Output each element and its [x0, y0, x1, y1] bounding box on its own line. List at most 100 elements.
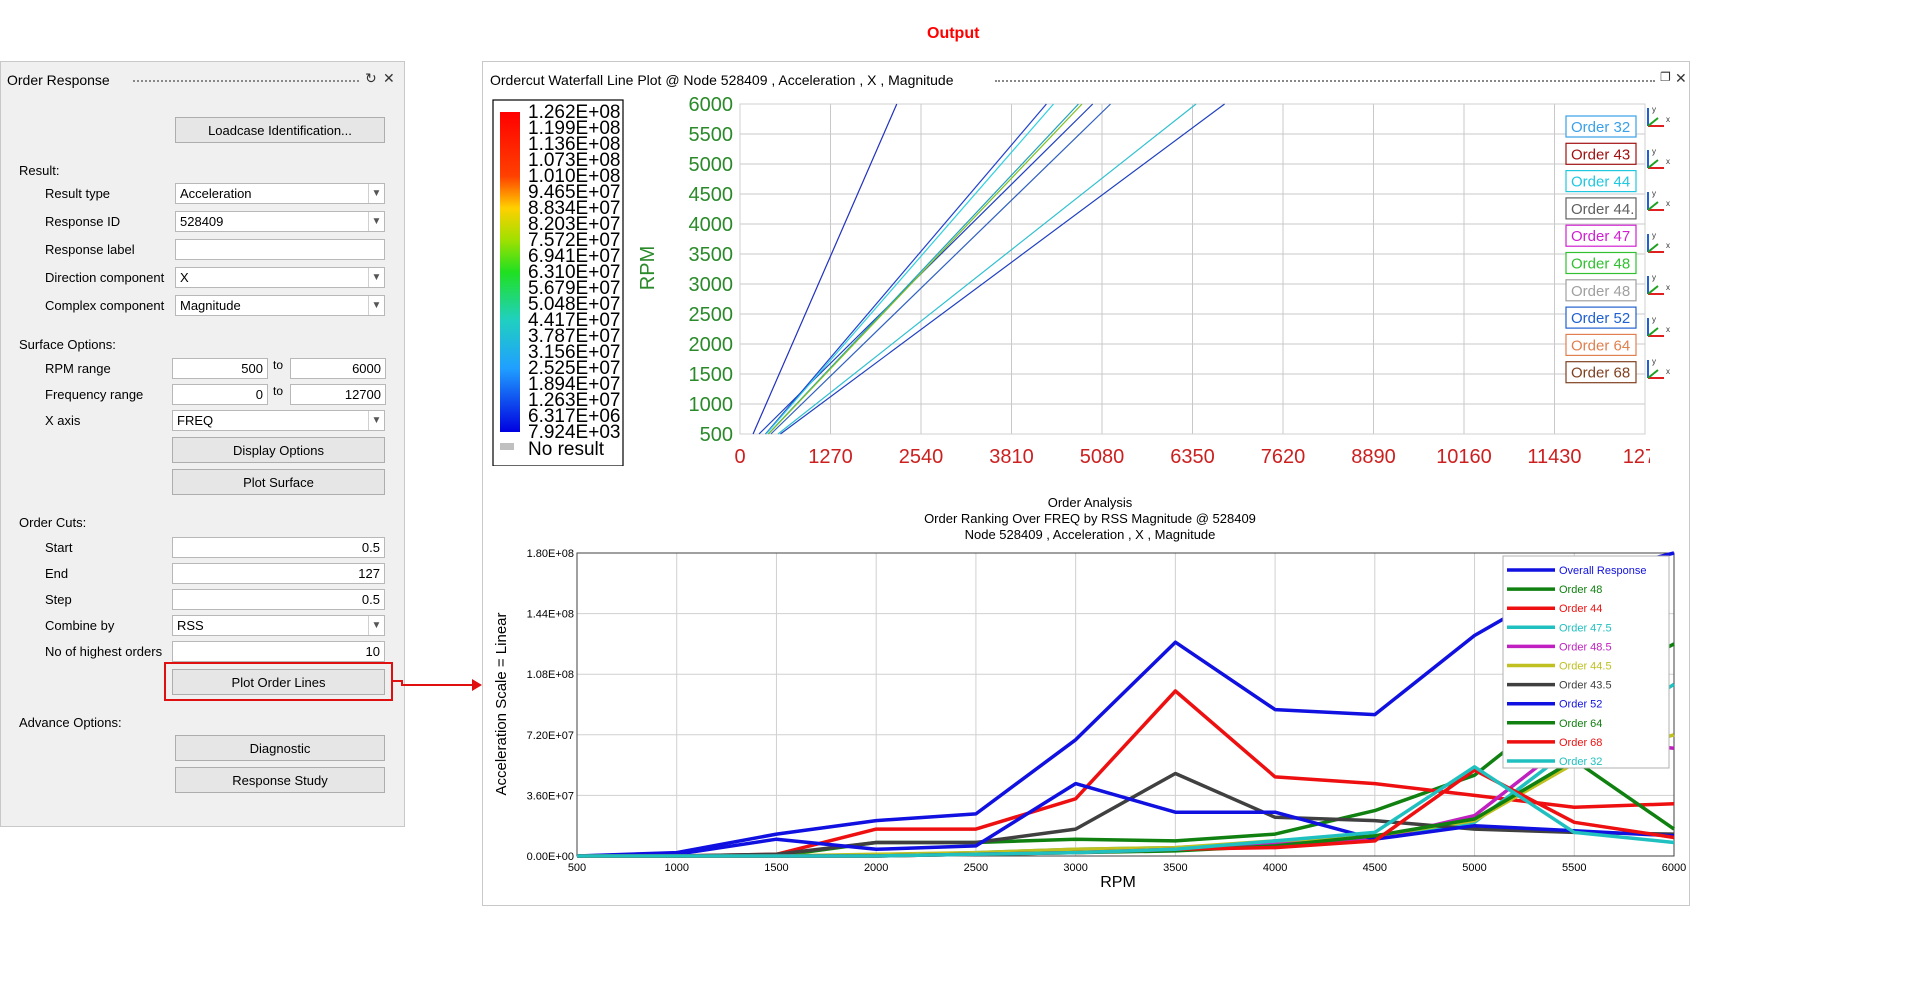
y-tick-label: 2500: [689, 304, 734, 326]
y-tick-label: 4500: [689, 184, 734, 206]
panel-title: Order Response: [7, 72, 110, 88]
y-tick-label: 500: [700, 424, 733, 446]
start-label: Start: [45, 540, 73, 555]
plot-window-drag-handle[interactable]: [995, 80, 1655, 82]
triad-label: y: [1652, 147, 1656, 156]
chevron-down-icon[interactable]: ▼: [368, 268, 384, 287]
combine-by-label: Combine by: [45, 618, 115, 633]
x-tick-label: 2540: [899, 446, 944, 466]
x-tick-label: 5080: [1080, 446, 1125, 466]
legend-entry: Order 44: [1571, 174, 1630, 191]
response-id-select[interactable]: 528409 ▼: [175, 211, 385, 232]
x-tick-label: 3810: [989, 446, 1034, 466]
triad-label: y: [1652, 315, 1656, 324]
chevron-down-icon[interactable]: ▼: [368, 296, 384, 315]
refresh-icon[interactable]: ↻: [365, 70, 377, 86]
complex-component-value: Magnitude: [180, 298, 241, 313]
plot-order-lines-button[interactable]: Plot Order Lines: [172, 669, 385, 695]
legend-entry: Order 48: [1571, 283, 1630, 300]
highlight-arrow: [392, 679, 482, 691]
frequency-range-from-input[interactable]: 0: [172, 384, 268, 405]
x-tick-label: 4000: [1263, 862, 1287, 874]
step-input[interactable]: 0.5: [172, 589, 385, 610]
view-triad-toolbar: y x y x y x y x y x y x y x: [1647, 105, 1670, 379]
result-type-label: Result type: [45, 186, 111, 201]
x-tick-label: 2000: [864, 862, 888, 874]
direction-component-label: Direction component: [45, 270, 165, 285]
chevron-down-icon[interactable]: ▼: [368, 212, 384, 231]
display-options-button[interactable]: Display Options: [172, 437, 385, 463]
x-tick-label: 8890: [1351, 446, 1396, 466]
frequency-range-to-label: to: [273, 384, 284, 398]
restore-icon[interactable]: ❐: [1660, 70, 1671, 84]
chevron-down-icon[interactable]: ▼: [368, 184, 384, 203]
close-icon[interactable]: ✕: [383, 70, 395, 86]
x-axis-select[interactable]: FREQ ▼: [172, 410, 385, 431]
result-type-value: Acceleration: [180, 186, 252, 201]
x-tick-label: 7620: [1261, 446, 1306, 466]
rpm-range-to-input[interactable]: 6000: [290, 358, 386, 379]
direction-component-select[interactable]: X ▼: [175, 267, 385, 288]
colorbar-label: 6.310E+07: [528, 262, 620, 283]
colorbar-label: 6.317E+06: [528, 406, 620, 427]
start-input[interactable]: 0.5: [172, 537, 385, 558]
legend-entry: Order 32: [1571, 119, 1630, 136]
output-title: Output: [927, 25, 980, 42]
x-tick-label: 0: [734, 446, 745, 466]
plot-surface-button[interactable]: Plot Surface: [172, 469, 385, 495]
result-type-select[interactable]: Acceleration ▼: [175, 183, 385, 204]
y-axis-label: RPM: [637, 246, 659, 290]
y-tick-label: 7.20E+07: [527, 730, 574, 742]
y-axis-label: Acceleration Scale = Linear: [493, 612, 510, 795]
y-tick-label: 1.80E+08: [527, 548, 574, 560]
x-tick-label: 5000: [1462, 862, 1486, 874]
x-tick-label: 500: [568, 862, 586, 874]
chevron-down-icon[interactable]: ▼: [368, 616, 384, 635]
combine-by-select[interactable]: RSS ▼: [172, 615, 385, 636]
complex-component-select[interactable]: Magnitude ▼: [175, 295, 385, 316]
triad-label: y: [1652, 231, 1656, 240]
triad-label: x: [1666, 115, 1670, 124]
colorbar-label: 9.465E+07: [528, 182, 620, 203]
rpm-range-label: RPM range: [45, 361, 111, 376]
triad-axis: [1647, 117, 1659, 127]
x-tick-label: 2500: [964, 862, 988, 874]
y-tick-label: 4000: [689, 214, 734, 236]
order-line: [770, 103, 1111, 435]
legend-entry: Order 44.: [1571, 201, 1634, 218]
no-result-swatch: [500, 443, 514, 450]
highest-orders-input[interactable]: 10: [172, 641, 385, 662]
legend-entry-box: [1565, 197, 1637, 220]
panel-drag-handle[interactable]: [133, 80, 359, 82]
x-tick-label: 10160: [1436, 446, 1492, 466]
triad-label: x: [1666, 283, 1670, 292]
triad-label: x: [1666, 241, 1670, 250]
order-line: [765, 103, 1047, 435]
colorbar-label: 7.924E+03: [528, 422, 620, 443]
x-tick-label: 3500: [1163, 862, 1187, 874]
frequency-range-to-input[interactable]: 12700: [290, 384, 386, 405]
diagnostic-button[interactable]: Diagnostic: [175, 735, 385, 761]
y-tick-label: 1500: [689, 364, 734, 386]
x-tick-label: 3000: [1063, 862, 1087, 874]
x-axis-value: FREQ: [177, 413, 214, 428]
end-input[interactable]: 127: [172, 563, 385, 584]
y-tick-label: 6000: [689, 96, 734, 116]
triad-axis: [1647, 285, 1659, 295]
loadcase-identification-button[interactable]: Loadcase Identification...: [175, 117, 385, 143]
response-study-button[interactable]: Response Study: [175, 767, 385, 793]
legend-entry: Order 44.5: [1559, 661, 1612, 673]
response-label-input[interactable]: [175, 239, 385, 260]
y-tick-label: 3500: [689, 244, 734, 266]
chart-subtitle: Order Ranking Over FREQ by RSS Magnitude…: [924, 511, 1256, 526]
step-label: Step: [45, 592, 72, 607]
y-tick-label: 1.08E+08: [527, 669, 574, 681]
x-tick-label: 6350: [1170, 446, 1215, 466]
triad-label: x: [1666, 367, 1670, 376]
legend-entry: Overall Response: [1559, 565, 1646, 577]
close-icon[interactable]: ✕: [1675, 70, 1687, 86]
rpm-range-from-input[interactable]: 500: [172, 358, 268, 379]
chevron-down-icon[interactable]: ▼: [368, 411, 384, 430]
legend-entry: Order 52: [1559, 699, 1602, 711]
legend-entry: Order 43.5: [1559, 680, 1612, 692]
